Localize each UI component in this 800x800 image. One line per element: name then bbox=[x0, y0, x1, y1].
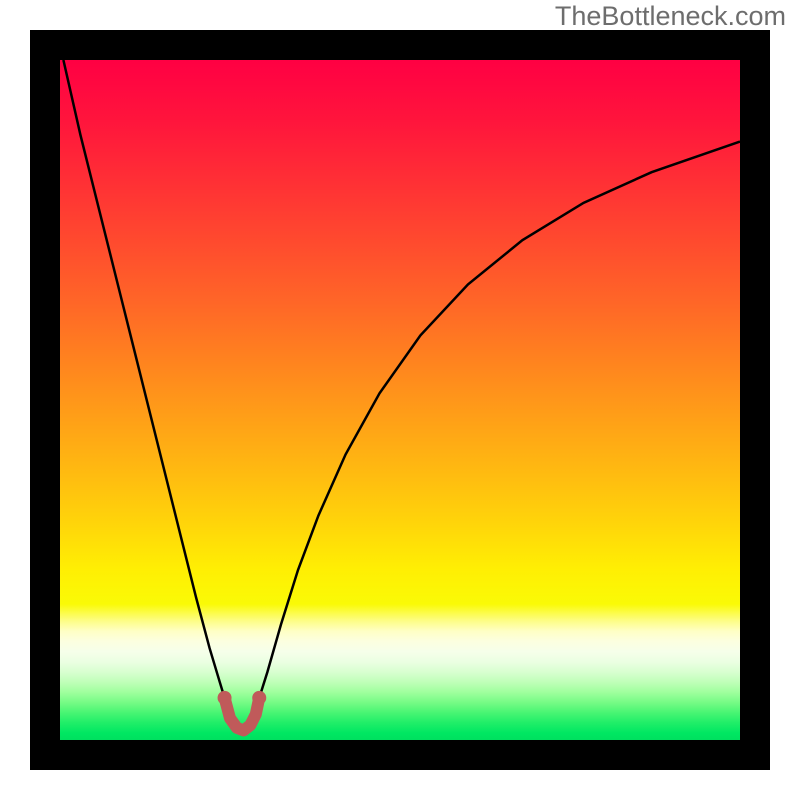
curve-right-branch bbox=[259, 142, 740, 698]
chart-stage: TheBottleneck.com bbox=[0, 0, 800, 800]
curve-left-branch bbox=[63, 60, 224, 698]
curve-layer bbox=[60, 60, 740, 740]
plot-frame bbox=[30, 30, 770, 770]
bottleneck-marker bbox=[225, 698, 260, 731]
marker-endpoint-right bbox=[252, 691, 266, 705]
watermark-text: TheBottleneck.com bbox=[555, 1, 786, 32]
marker-endpoint-left bbox=[218, 691, 232, 705]
